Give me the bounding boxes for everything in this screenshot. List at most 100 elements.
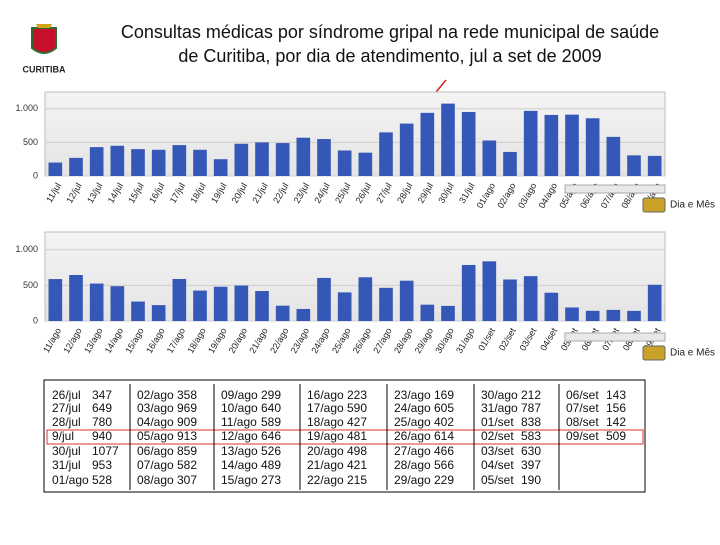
bar xyxy=(213,159,228,176)
logo: CURITIBA xyxy=(23,24,66,74)
bar xyxy=(255,142,269,176)
cell-value: 142 xyxy=(606,415,626,429)
cell-date: 02/set xyxy=(481,429,514,443)
x-tick-label: 11/ago xyxy=(41,326,63,354)
x-tick-label: 23/jul xyxy=(292,181,311,205)
x-tick-label: 22/ago xyxy=(268,326,290,355)
cell-value: 481 xyxy=(347,429,367,443)
bar xyxy=(379,287,393,321)
cell-date: 08/ago xyxy=(137,473,174,487)
bar xyxy=(69,275,83,321)
cell-value: 229 xyxy=(434,473,454,487)
cell-date: 03/set xyxy=(481,444,514,458)
x-tick-label: 18/ago xyxy=(185,326,207,355)
x-tick-label: 04/set xyxy=(538,326,559,353)
bar xyxy=(420,112,435,176)
bar xyxy=(234,143,249,176)
bar xyxy=(565,114,579,176)
control-button[interactable]: Dia e Mês xyxy=(642,345,715,361)
bar xyxy=(234,285,249,321)
cell-value: 528 xyxy=(92,473,112,487)
x-tick-label: 28/jul xyxy=(395,181,414,205)
bar xyxy=(131,301,145,321)
x-tick-label: 26/jul xyxy=(354,181,373,205)
cell-date: 07/ago xyxy=(137,458,174,472)
x-tick-label: 13/jul xyxy=(85,181,104,205)
table-border xyxy=(43,379,646,493)
x-tick-label: 28/ago xyxy=(392,326,414,355)
cell-date: 27/ago xyxy=(394,444,431,458)
control-icon xyxy=(642,197,666,213)
cell-value: 583 xyxy=(521,429,541,443)
plot-area xyxy=(44,231,666,322)
cell-date: 24/ago xyxy=(394,401,431,415)
cell-date: 03/ago xyxy=(137,401,174,415)
cell-date: 22/ago xyxy=(307,473,344,487)
cell-value: 630 xyxy=(521,444,541,458)
cell-value: 909 xyxy=(177,415,197,429)
cell-date: 02/ago xyxy=(137,388,174,402)
cell-date: 20/ago xyxy=(307,444,344,458)
y-tick-label: 500 xyxy=(23,137,38,147)
cell-date: 06/ago xyxy=(137,444,174,458)
bar xyxy=(565,307,579,321)
cell-date: 30/jul xyxy=(52,444,81,458)
cell-date: 18/ago xyxy=(307,415,344,429)
bar xyxy=(482,261,497,321)
bar xyxy=(172,145,187,176)
bar xyxy=(193,149,207,176)
bar xyxy=(110,286,125,321)
cell-value: 649 xyxy=(92,401,112,415)
cell-value: 489 xyxy=(261,458,281,472)
cell-date: 12/ago xyxy=(221,429,258,443)
cell-value: 1077 xyxy=(92,444,119,458)
cell-date: 10/ago xyxy=(221,401,258,415)
cell-value: 212 xyxy=(521,388,541,402)
bar xyxy=(461,111,476,176)
bar xyxy=(482,140,497,176)
bar xyxy=(296,137,311,176)
x-tick-label: 02/ago xyxy=(495,181,517,210)
x-tick-label: 17/ago xyxy=(165,326,187,355)
bar xyxy=(317,277,331,321)
bar xyxy=(151,305,166,321)
cell-date: 29/ago xyxy=(394,473,431,487)
cell-value: 605 xyxy=(434,401,454,415)
x-tick-label: 30/jul xyxy=(436,181,455,205)
cell-value: 640 xyxy=(261,401,281,415)
x-tick-label: 01/set xyxy=(476,326,497,353)
x-tick-label: 22/jul xyxy=(271,181,290,205)
bar xyxy=(627,310,641,321)
bar xyxy=(358,152,373,176)
x-tick-label: 16/ago xyxy=(144,326,166,355)
cell-date: 06/set xyxy=(566,388,599,402)
x-tick-label: 20/ago xyxy=(227,326,249,355)
x-tick-label: 16/jul xyxy=(147,181,166,205)
x-tick-label: 23/ago xyxy=(289,326,311,355)
control-button[interactable]: Dia e Mês xyxy=(642,197,715,213)
cell-date: 25/ago xyxy=(394,415,431,429)
bar xyxy=(358,277,373,321)
x-tick-label: 21/jul xyxy=(250,181,269,205)
x-tick-label: 17/jul xyxy=(168,181,187,205)
cell-value: 953 xyxy=(92,458,112,472)
cell-date: 11/ago xyxy=(221,415,257,429)
bar xyxy=(441,305,455,321)
bar xyxy=(275,305,290,321)
cell-value: 215 xyxy=(347,473,367,487)
cell-value: 402 xyxy=(434,415,454,429)
control-label: Dia e Mês xyxy=(670,348,715,359)
x-tick-label: 30/ago xyxy=(433,326,455,355)
cell-value: 427 xyxy=(347,415,367,429)
x-tick-label: 03/set xyxy=(518,326,539,353)
x-tick-label: 04/ago xyxy=(537,181,559,210)
bar xyxy=(69,157,83,176)
cell-value: 582 xyxy=(177,458,197,472)
y-tick-label: 1.000 xyxy=(15,103,38,113)
bar xyxy=(296,308,311,321)
cell-date: 15/ago xyxy=(221,473,258,487)
bar xyxy=(193,290,207,321)
cell-date: 09/set xyxy=(566,429,599,443)
cell-value: 940 xyxy=(92,429,112,443)
